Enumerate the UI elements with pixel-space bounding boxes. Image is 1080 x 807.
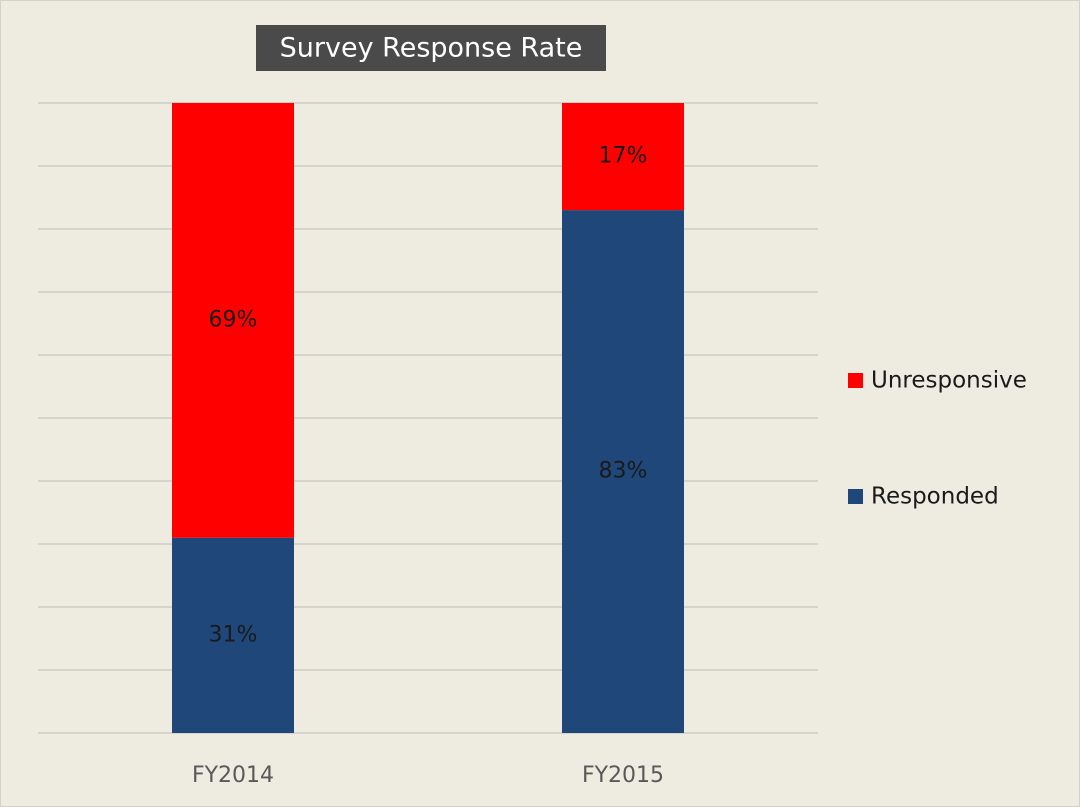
bar-segment <box>562 210 684 734</box>
legend-swatch <box>848 373 863 388</box>
x-tick-label: FY2014 <box>192 763 274 788</box>
legend-swatch <box>848 489 863 504</box>
data-label: 69% <box>209 307 258 332</box>
data-label: 83% <box>599 459 648 484</box>
legend-label: Responded <box>871 484 999 510</box>
bar-segment <box>172 537 294 733</box>
legend-label: Unresponsive <box>871 368 1027 394</box>
chart-title: Survey Response Rate <box>280 33 583 64</box>
title-box <box>256 25 606 71</box>
bar-segment <box>172 103 294 538</box>
x-tick-label: FY2015 <box>582 763 664 788</box>
data-label: 17% <box>599 144 648 169</box>
data-label: 31% <box>209 622 258 647</box>
bar-segment <box>562 103 684 211</box>
